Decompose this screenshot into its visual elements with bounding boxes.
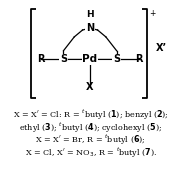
Text: X = Cl, X$'$ = NO$_3$, R = $^t$butyl ($\mathbf{7}$).: X = Cl, X$'$ = NO$_3$, R = $^t$butyl ($\…: [25, 145, 157, 160]
Text: ethyl ($\mathbf{3}$); $^t$butyl ($\mathbf{4}$); cyclohexyl ($\mathbf{5}$);: ethyl ($\mathbf{3}$); $^t$butyl ($\mathb…: [19, 120, 162, 135]
Text: R: R: [37, 54, 45, 64]
Text: H: H: [86, 10, 94, 19]
Text: +: +: [149, 9, 155, 18]
Text: Pd: Pd: [83, 54, 98, 64]
Text: N: N: [86, 23, 94, 33]
Text: X: X: [86, 82, 94, 92]
Text: R: R: [135, 54, 143, 64]
Text: X = X$'$ = Br, R = $^t$butyl ($\mathbf{6}$);: X = X$'$ = Br, R = $^t$butyl ($\mathbf{6…: [36, 133, 146, 147]
Text: S: S: [113, 54, 120, 64]
Text: S: S: [60, 54, 67, 64]
Text: X = X$'$ = Cl: R = $^t$butyl ($\mathbf{1}$); benzyl ($\mathbf{2}$);: X = X$'$ = Cl: R = $^t$butyl ($\mathbf{1…: [13, 108, 169, 122]
Text: X’: X’: [156, 43, 167, 53]
